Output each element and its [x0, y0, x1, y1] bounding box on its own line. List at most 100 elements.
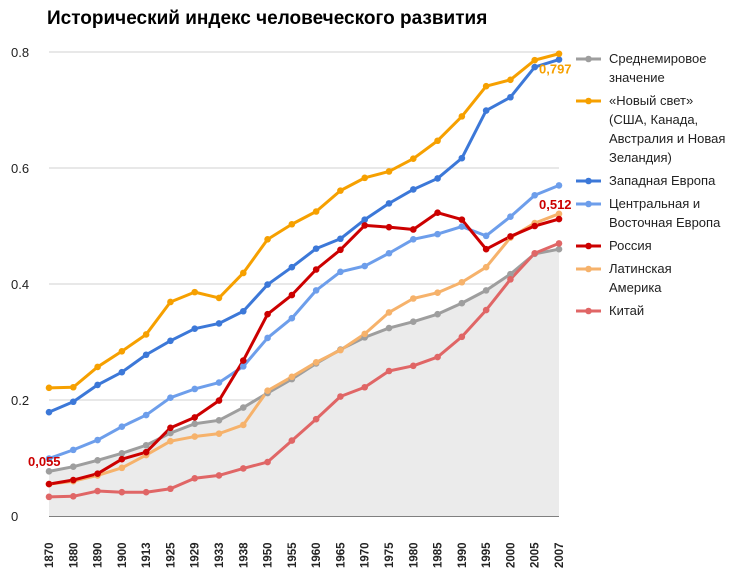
data-point [434, 137, 441, 145]
data-point [507, 93, 514, 101]
data-point [215, 294, 223, 302]
data-point [434, 289, 441, 297]
data-point [264, 236, 271, 243]
x-tick-label: 2007 [554, 542, 566, 568]
data-point [458, 216, 466, 223]
data-label: 0,055 [28, 454, 61, 469]
data-point [531, 191, 539, 199]
data-point [555, 245, 563, 253]
data-point [69, 398, 77, 406]
legend-swatch-dot [585, 55, 592, 63]
data-point [555, 210, 563, 218]
data-point [118, 450, 126, 457]
world-average-area [49, 249, 559, 516]
data-point [507, 213, 514, 221]
data-point [118, 488, 126, 496]
data-point [458, 333, 466, 341]
x-tick-label: 1970 [360, 542, 372, 568]
data-point [531, 222, 539, 230]
data-point [482, 287, 490, 294]
data-point [482, 82, 490, 90]
legend-label: Китай [609, 303, 644, 318]
data-point [239, 269, 247, 277]
data-point [191, 288, 199, 296]
data-point [142, 411, 150, 419]
data-point [288, 220, 296, 228]
data-point [361, 262, 369, 270]
x-tick-label: 1960 [311, 542, 323, 568]
data-point [312, 245, 320, 252]
data-point [312, 415, 320, 423]
data-point [191, 433, 199, 440]
data-point [191, 414, 199, 421]
data-point [239, 363, 247, 370]
data-point [142, 488, 150, 496]
y-tick-label: 0.2 [11, 393, 29, 408]
legend-label: Центральная и Восточная Европа [609, 196, 721, 230]
legend-label: Западная Европа [609, 173, 716, 188]
data-point [167, 337, 174, 345]
data-point [434, 209, 441, 216]
data-point [264, 387, 271, 395]
data-point [45, 480, 53, 488]
x-tick-label: 2000 [505, 542, 517, 568]
data-point [215, 472, 223, 479]
data-label: 0,797 [539, 62, 572, 77]
data-point [239, 404, 247, 411]
series-line-5 [48, 212, 560, 486]
series-points [45, 50, 563, 501]
data-point [434, 310, 441, 318]
data-point [555, 240, 563, 247]
data-point [69, 383, 77, 391]
data-point [361, 222, 369, 229]
data-annotations: 0,797 0,512 0,055 [28, 62, 572, 469]
data-point [142, 448, 150, 456]
data-point [337, 187, 344, 194]
data-point [167, 437, 174, 445]
data-point [264, 310, 271, 318]
data-point [555, 182, 563, 189]
data-point [409, 295, 417, 302]
x-tick-label: 1880 [68, 542, 80, 568]
data-point [215, 417, 223, 424]
data-point [191, 420, 199, 428]
data-point [94, 487, 101, 495]
data-point [288, 373, 296, 381]
x-tick-label: 1890 [93, 542, 105, 568]
data-point [555, 50, 563, 58]
data-point [264, 281, 271, 288]
data-point [531, 63, 539, 71]
data-label: 0,512 [539, 197, 572, 212]
series-lines [48, 52, 560, 499]
y-axis-ticks: 0 0.2 0.4 0.6 0.8 [11, 45, 29, 524]
data-point [409, 236, 417, 243]
data-point [142, 331, 150, 338]
data-point [264, 458, 271, 466]
data-point [45, 493, 53, 501]
data-point [215, 397, 223, 404]
y-tick-label: 0.4 [11, 277, 29, 292]
data-point [482, 306, 490, 314]
legend-swatch-dot [585, 177, 592, 185]
series-line-3 [48, 184, 560, 460]
data-point [409, 318, 417, 326]
data-point [142, 351, 150, 359]
legend-swatch-dot [585, 200, 592, 208]
legend-swatch-dot [585, 265, 592, 273]
data-point [288, 263, 296, 271]
data-point [361, 216, 369, 223]
x-tick-label: 1975 [384, 542, 396, 568]
data-point [482, 263, 490, 271]
data-point [337, 235, 344, 243]
series-line-6 [48, 242, 560, 499]
data-point [385, 223, 393, 231]
data-point [385, 367, 393, 375]
data-point [385, 200, 393, 207]
data-point [167, 298, 174, 306]
data-point [555, 56, 563, 63]
data-point [337, 246, 344, 254]
data-point [482, 232, 490, 240]
legend-label: Среднемировое значение [609, 51, 706, 85]
y-tick-label: 0 [11, 509, 18, 524]
